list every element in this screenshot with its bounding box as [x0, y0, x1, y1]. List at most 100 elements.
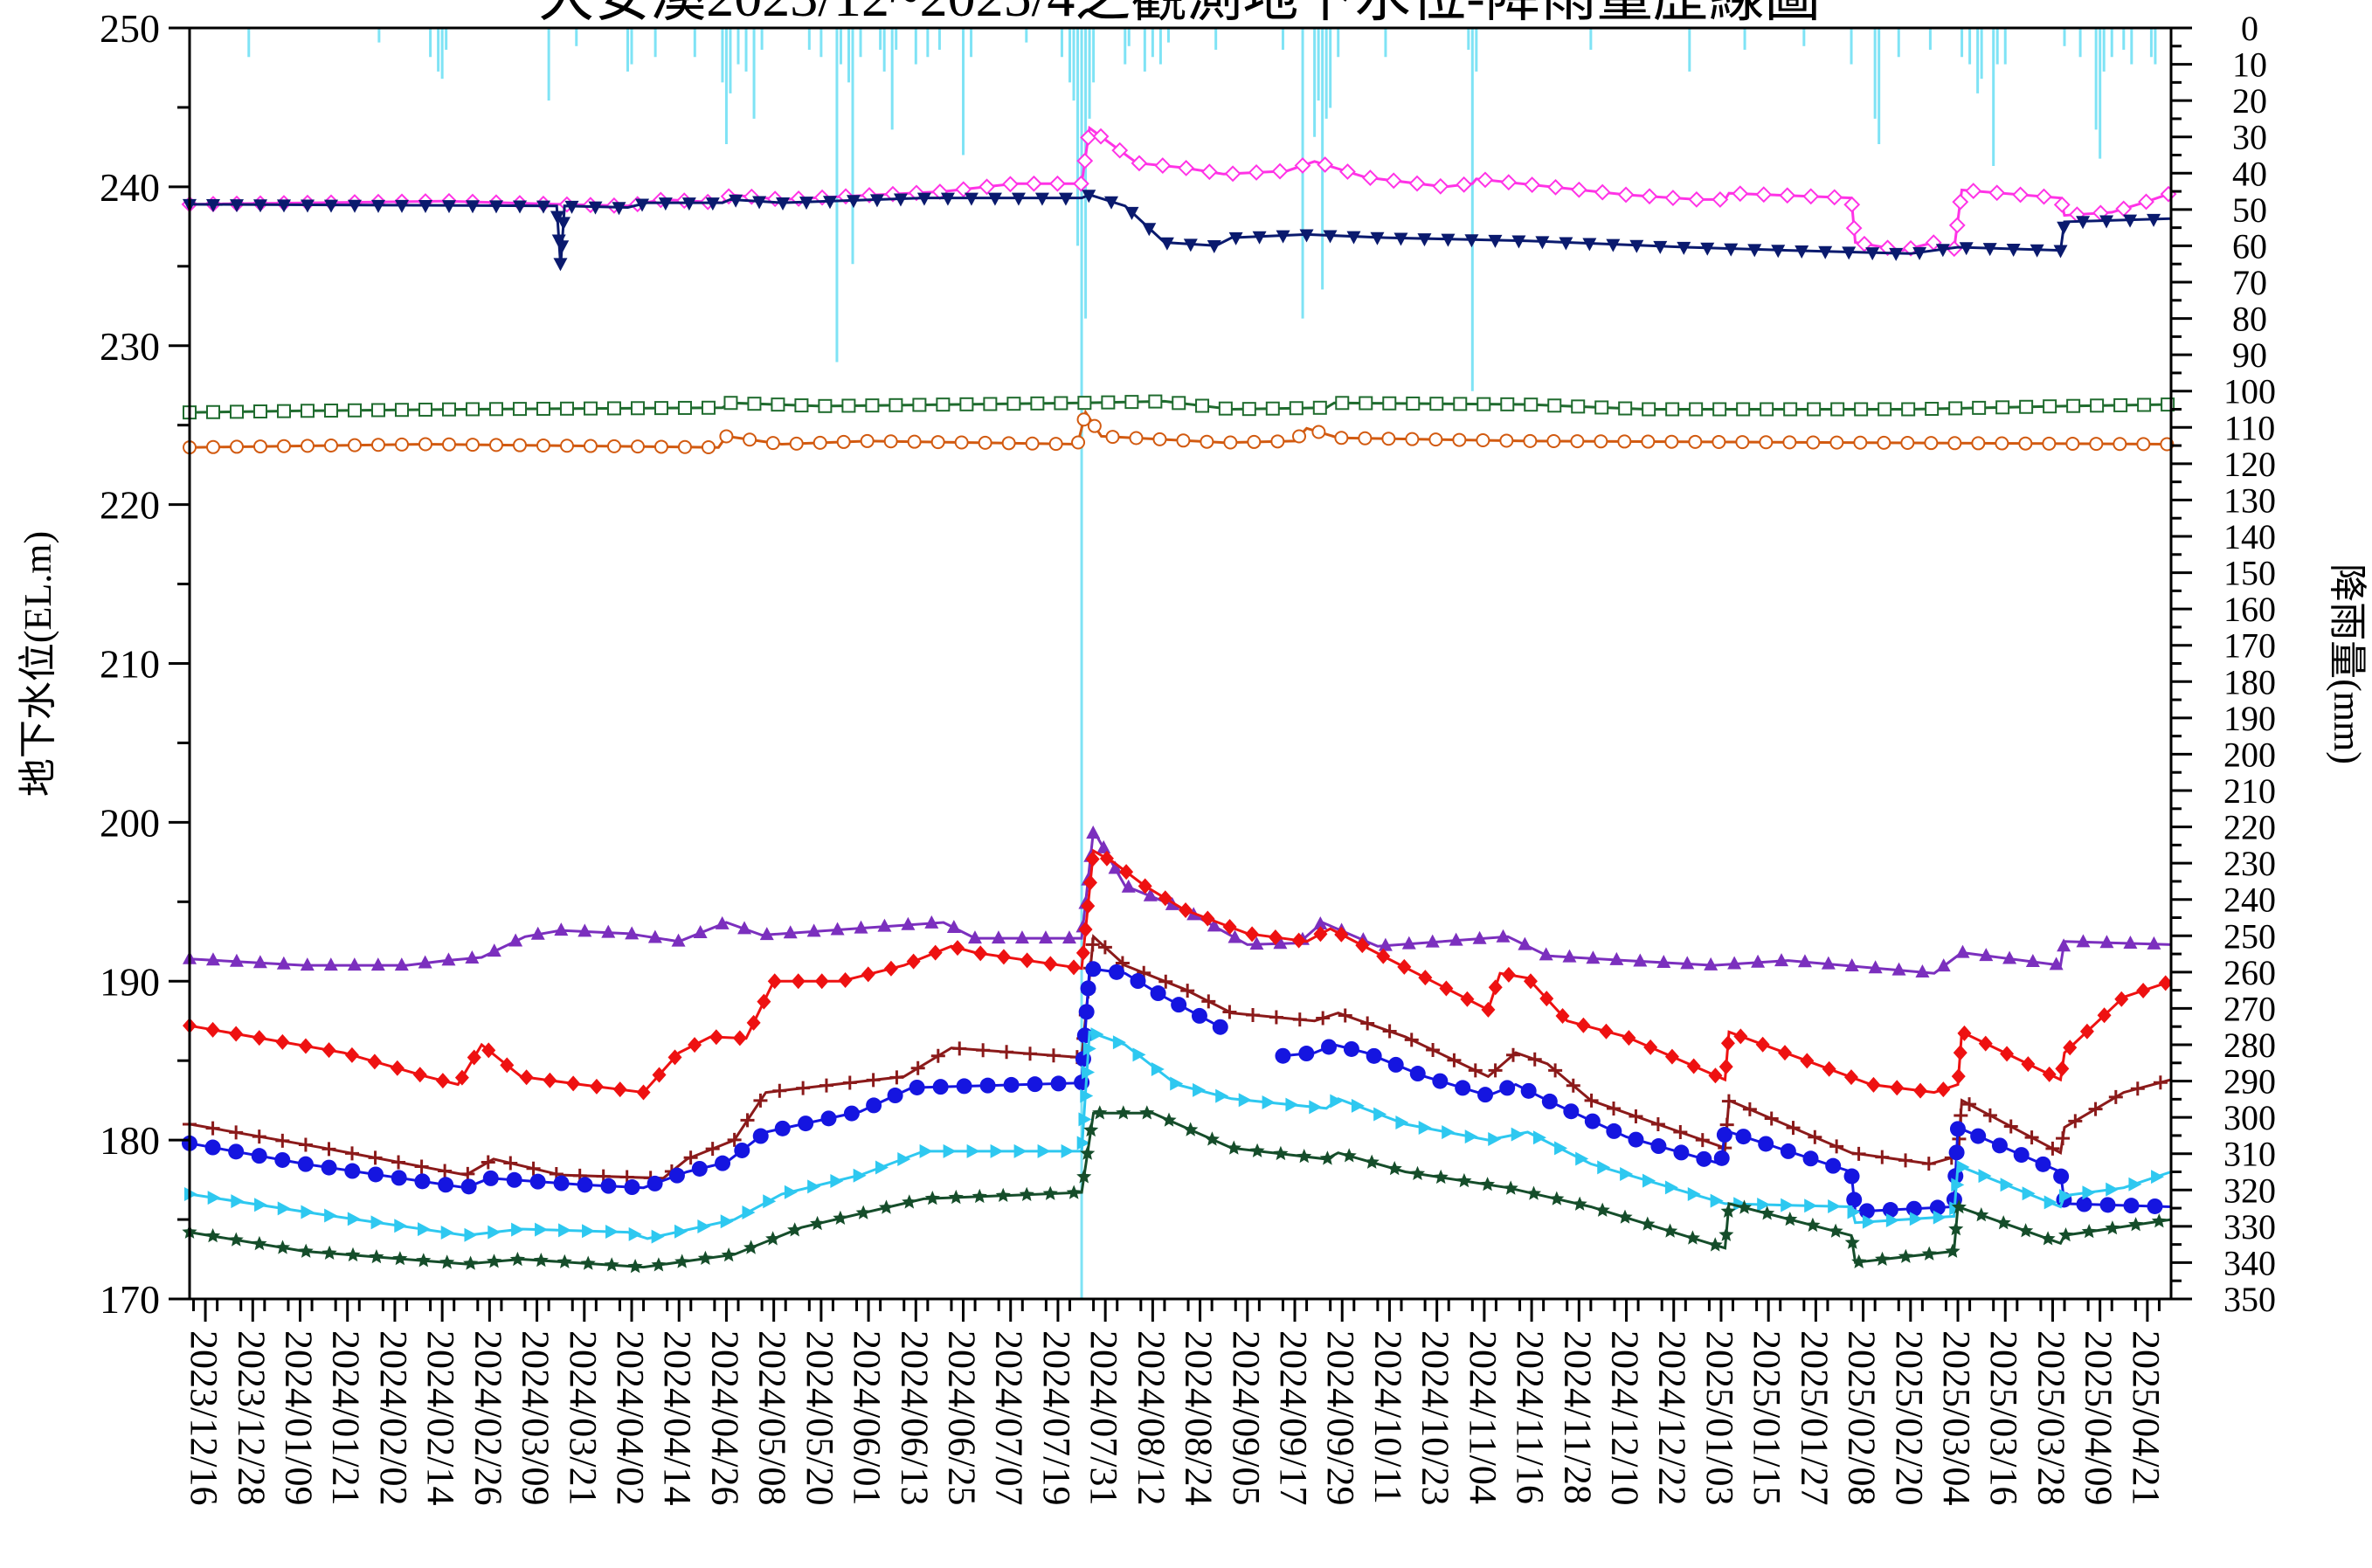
data-point — [440, 1225, 454, 1240]
data-point — [1351, 1098, 1365, 1113]
data-point — [1429, 397, 1444, 411]
data-point — [1101, 395, 1116, 410]
data-point — [1013, 1143, 1027, 1158]
data-point — [1480, 1177, 1496, 1192]
data-point — [1027, 1076, 1043, 1093]
data-point — [1875, 1150, 1890, 1164]
data-point — [1539, 947, 1553, 961]
data-point — [1092, 128, 1110, 145]
data-point — [855, 1205, 871, 1219]
data-point — [1695, 1133, 1710, 1148]
data-point — [1180, 984, 1195, 998]
data-point — [275, 1240, 291, 1254]
data-point — [2055, 1060, 2070, 1077]
data-point — [1067, 959, 1082, 976]
data-point — [1313, 916, 1328, 930]
x-tick-label: 2024/04/02 — [609, 1330, 652, 1505]
y-tick-label: 190 — [100, 959, 160, 1004]
y-tick-label: 240 — [100, 165, 160, 210]
x-tick-label: 2024/12/10 — [1604, 1330, 1647, 1505]
data-point — [601, 924, 616, 938]
data-point — [1921, 1157, 1936, 1171]
data-point — [1087, 418, 1102, 433]
data-point — [1594, 183, 1611, 201]
data-point — [2081, 1224, 2097, 1239]
data-point — [647, 1175, 663, 1192]
data-point — [630, 401, 645, 416]
data-point — [1877, 435, 1891, 450]
data-point — [1334, 431, 1349, 446]
y2-tick-label: 120 — [2223, 445, 2276, 484]
data-point — [635, 198, 650, 212]
data-point — [1947, 436, 1962, 451]
data-point — [950, 940, 965, 957]
data-point — [2147, 1198, 2163, 1214]
data-point — [1548, 1063, 1563, 1078]
data-point — [889, 397, 903, 412]
data-point — [784, 1185, 798, 1199]
data-point — [1222, 919, 1237, 936]
data-point — [252, 439, 267, 454]
data-point — [1948, 401, 1963, 416]
data-point — [1829, 1139, 1844, 1154]
data-point — [767, 973, 782, 990]
data-point — [1622, 1030, 1636, 1046]
data-point — [1842, 246, 1857, 260]
data-point — [1387, 1056, 1404, 1073]
data-point — [636, 1084, 651, 1101]
data-point — [677, 439, 692, 454]
data-point — [2049, 957, 2064, 971]
data-point — [392, 1251, 408, 1266]
data-point — [1006, 397, 1021, 411]
data-point — [1844, 1234, 1860, 1249]
data-point — [1673, 1125, 1688, 1140]
data-point — [1077, 396, 1092, 411]
data-point — [503, 1156, 518, 1171]
series-line — [189, 125, 2172, 252]
data-point — [916, 192, 931, 206]
y2-tick-label: 180 — [2223, 662, 2276, 701]
data-point — [836, 434, 851, 449]
data-point — [1913, 1082, 1928, 1099]
data-point — [2035, 1156, 2051, 1172]
data-point — [1042, 1185, 1058, 1200]
data-point — [1687, 1187, 1701, 1202]
data-point — [1951, 1199, 1967, 1214]
data-point — [1066, 1185, 1082, 1199]
data-point — [2099, 1197, 2116, 1213]
data-point — [1972, 400, 1987, 415]
data-point — [924, 1191, 940, 1205]
data-point — [1323, 230, 1338, 244]
data-point — [435, 1073, 450, 1089]
data-point — [205, 952, 220, 966]
data-point — [2128, 1217, 2144, 1232]
y2-tick-label: 310 — [2223, 1135, 2276, 1174]
data-point — [553, 258, 568, 272]
data-point — [1851, 1254, 1867, 1268]
data-point — [1945, 1243, 1961, 1258]
data-point — [1747, 244, 1762, 258]
data-point — [1238, 1093, 1252, 1108]
data-point — [2151, 1170, 2165, 1185]
data-point — [1341, 1148, 1357, 1163]
data-point — [1003, 1076, 1020, 1093]
data-point — [1720, 1203, 1736, 1218]
data-point — [1378, 937, 1393, 951]
data-point — [344, 1163, 361, 1179]
x-tick-label: 2025/03/04 — [1935, 1330, 1978, 1505]
x-tick-label: 2024/09/29 — [1319, 1330, 1362, 1505]
data-point — [2036, 188, 2052, 205]
data-point — [1936, 1081, 1951, 1098]
data-point — [606, 439, 621, 453]
data-point — [789, 436, 804, 451]
data-point — [2151, 1213, 2167, 1228]
data-point — [869, 194, 884, 208]
data-point — [1269, 1010, 1283, 1025]
data-point — [1720, 1035, 1735, 1052]
x-tick-label: 2025/01/03 — [1698, 1330, 1741, 1505]
data-point — [654, 439, 668, 454]
data-point — [1712, 402, 1727, 417]
data-point — [439, 1254, 455, 1269]
data-point — [323, 957, 338, 971]
data-point — [463, 1255, 479, 1270]
